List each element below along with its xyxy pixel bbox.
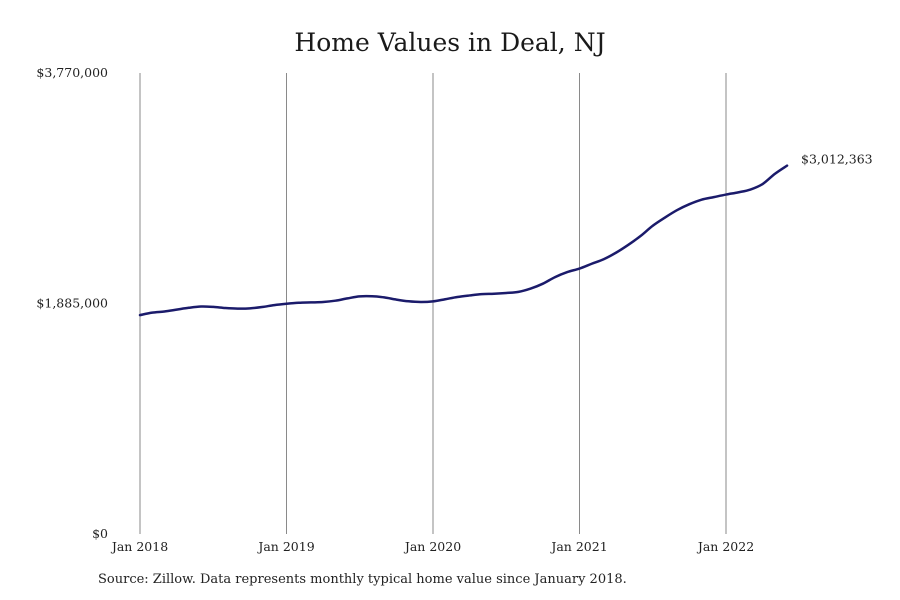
x-tick-label: Jan 2021 (549, 539, 607, 554)
x-tick-label: Jan 2020 (403, 539, 461, 554)
y-tick-label: $3,770,000 (36, 65, 108, 80)
series-layer (138, 164, 789, 317)
series-line-0 (138, 164, 789, 317)
x-tick-label: Jan 2018 (110, 539, 168, 554)
x-axis-ticks: Jan 2018 Jan 2019 Jan 2020 Jan 2021 Jan 2022 (110, 539, 754, 554)
y-tick-label: $1,885,000 (36, 296, 108, 311)
chart-title: Home Values in Deal, NJ (294, 28, 606, 57)
gridlines (139, 73, 727, 534)
y-axis-ticks: $0 $1,885,000 $3,770,000 (36, 65, 108, 541)
x-tick-label: Jan 2019 (256, 539, 314, 554)
source-note: Source: Zillow. Data represents monthly … (98, 572, 627, 587)
end-value-label: $3,012,363 (801, 152, 873, 167)
x-tick-label: Jan 2022 (696, 539, 754, 554)
y-tick-label: $0 (92, 526, 108, 541)
